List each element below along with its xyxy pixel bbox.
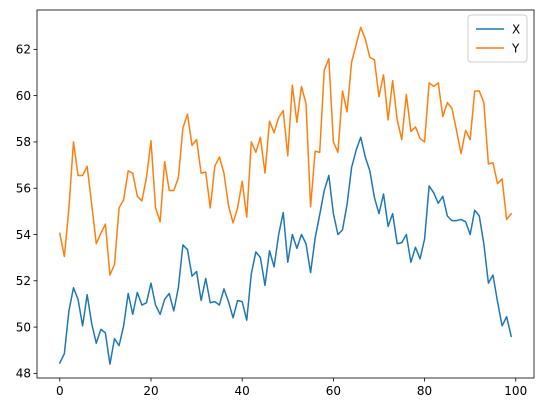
x-tick-label: 0 <box>56 384 64 398</box>
y-tick-label: 54 <box>16 228 31 242</box>
y-tick-label: 60 <box>16 89 31 103</box>
x-axis: 0 20 40 60 80 100 <box>56 378 527 398</box>
y-tick-label: 52 <box>16 274 31 288</box>
series-layer <box>58 26 513 365</box>
x-tick-label: 100 <box>504 384 527 398</box>
y-tick-label: 56 <box>16 182 31 196</box>
x-tick-label: 80 <box>417 384 432 398</box>
plot-area <box>37 10 534 378</box>
legend-label-x: X <box>512 23 520 37</box>
legend-label-y: Y <box>511 42 520 56</box>
y-tick-label: 62 <box>16 43 31 57</box>
y-tick-label: 58 <box>16 135 31 149</box>
y-tick-label: 48 <box>16 367 31 381</box>
series-line-y <box>58 26 513 276</box>
x-tick-label: 60 <box>326 384 341 398</box>
x-tick-label: 40 <box>235 384 250 398</box>
legend-box <box>467 14 528 63</box>
series-line-x <box>58 136 513 365</box>
y-tick-label: 50 <box>16 320 31 334</box>
legend: X Y <box>467 14 528 63</box>
plot-frame <box>36 9 535 379</box>
x-tick-label: 20 <box>143 384 158 398</box>
y-axis: 48 50 52 54 56 58 60 62 <box>16 43 37 381</box>
